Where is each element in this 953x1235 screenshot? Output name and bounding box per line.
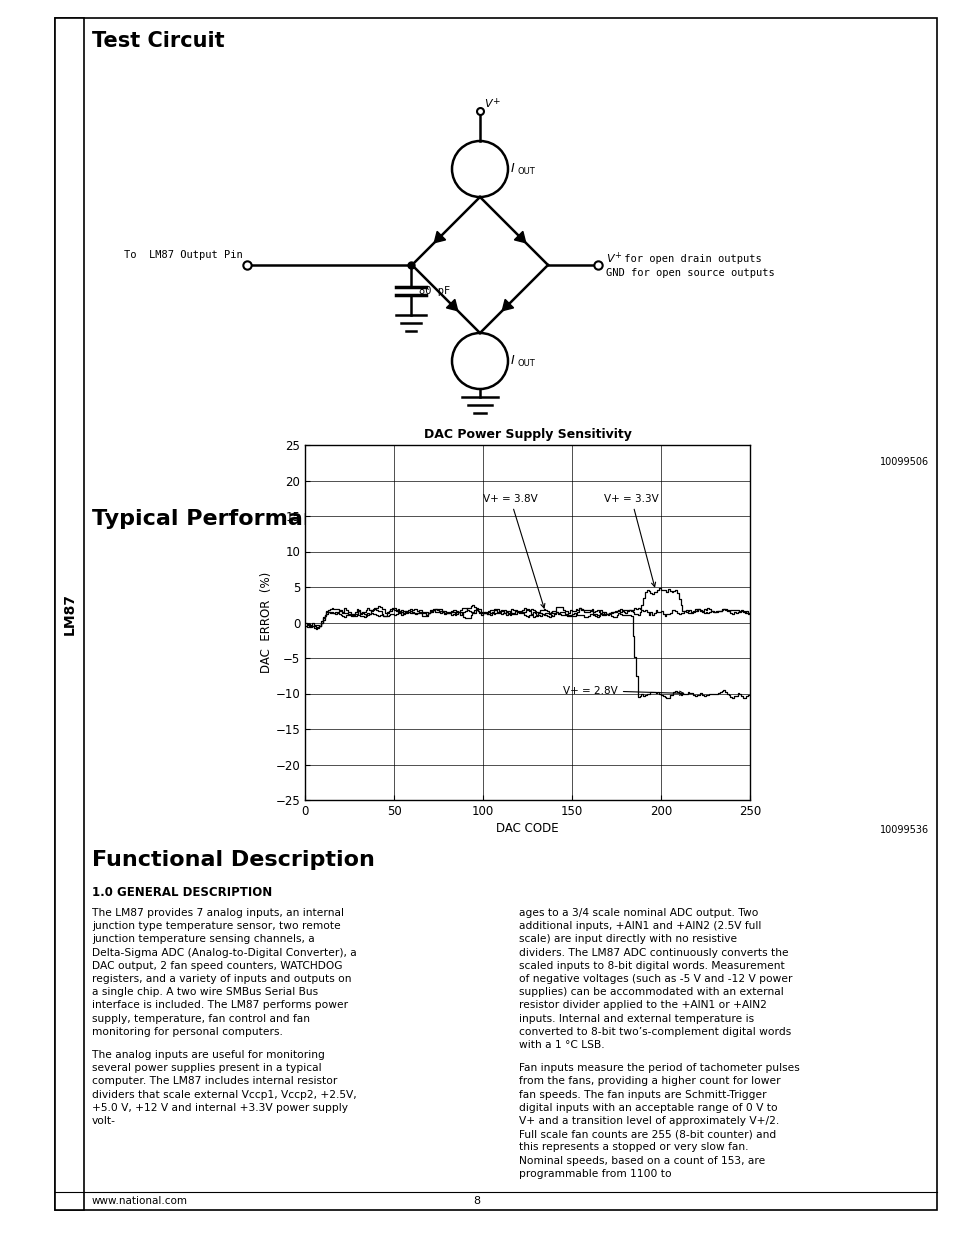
Text: Test Circuit: Test Circuit — [91, 31, 224, 51]
Text: V+ = 3.8V: V+ = 3.8V — [482, 494, 544, 608]
Text: OUT: OUT — [517, 168, 536, 177]
Polygon shape — [502, 299, 513, 311]
Text: digital inputs with an acceptable range of 0 V to: digital inputs with an acceptable range … — [519, 1103, 778, 1113]
Text: Typical Performance Characteristics: Typical Performance Characteristics — [91, 509, 543, 529]
Text: +: + — [492, 98, 499, 106]
Text: Full scale fan counts are 255 (8-bit counter) and: Full scale fan counts are 255 (8-bit cou… — [519, 1129, 776, 1139]
Text: 10099506: 10099506 — [879, 457, 928, 467]
Text: supply, temperature, fan control and fan: supply, temperature, fan control and fan — [91, 1014, 310, 1024]
Text: The LM87 provides 7 analog inputs, an internal: The LM87 provides 7 analog inputs, an in… — [91, 908, 344, 918]
Text: for open drain outputs: for open drain outputs — [618, 254, 760, 264]
Text: Nominal speeds, based on a count of 153, are: Nominal speeds, based on a count of 153,… — [519, 1156, 765, 1166]
Text: supplies) can be accommodated with an external: supplies) can be accommodated with an ex… — [519, 987, 783, 997]
Text: interface is included. The LM87 performs power: interface is included. The LM87 performs… — [91, 1000, 348, 1010]
Text: inputs. Internal and external temperature is: inputs. Internal and external temperatur… — [519, 1014, 754, 1024]
Text: V+ = 3.3V: V+ = 3.3V — [603, 494, 659, 587]
Bar — [55, 19, 84, 1210]
Text: Delta-Sigma ADC (Analog-to-Digital Converter), a: Delta-Sigma ADC (Analog-to-Digital Conve… — [91, 947, 356, 957]
Text: with a 1 °C LSB.: with a 1 °C LSB. — [519, 1040, 604, 1050]
Text: V: V — [605, 254, 613, 264]
Text: I: I — [511, 163, 515, 175]
Text: 8: 8 — [473, 1195, 480, 1207]
Text: fan speeds. The fan inputs are Schmitt-Trigger: fan speeds. The fan inputs are Schmitt-T… — [519, 1089, 766, 1099]
Text: DAC output, 2 fan speed counters, WATCHDOG: DAC output, 2 fan speed counters, WATCHD… — [91, 961, 342, 971]
Text: of negative voltages (such as -5 V and -12 V power: of negative voltages (such as -5 V and -… — [519, 974, 792, 984]
Text: junction temperature sensing channels, a: junction temperature sensing channels, a — [91, 935, 314, 945]
Text: programmable from 1100 to: programmable from 1100 to — [519, 1168, 672, 1178]
Text: www.national.com: www.national.com — [91, 1195, 188, 1207]
Text: V+ and a transition level of approximately V+/2.: V+ and a transition level of approximate… — [519, 1116, 779, 1126]
Text: FIGURE 3. Digital Output Load Test Circuitry: FIGURE 3. Digital Output Load Test Circu… — [355, 473, 664, 487]
Polygon shape — [514, 231, 525, 243]
Text: To  LM87 Output Pin: To LM87 Output Pin — [124, 249, 243, 261]
Text: GND for open source outputs: GND for open source outputs — [605, 268, 774, 278]
Text: computer. The LM87 includes internal resistor: computer. The LM87 includes internal res… — [91, 1077, 337, 1087]
Text: Functional Description: Functional Description — [91, 850, 375, 869]
Text: scaled inputs to 8-bit digital words. Measurement: scaled inputs to 8-bit digital words. Me… — [519, 961, 784, 971]
Text: a single chip. A two wire SMBus Serial Bus: a single chip. A two wire SMBus Serial B… — [91, 987, 317, 997]
X-axis label: DAC CODE: DAC CODE — [496, 823, 558, 835]
Text: I: I — [511, 354, 515, 368]
Y-axis label: DAC  ERROR  (%): DAC ERROR (%) — [259, 572, 273, 673]
Text: +5.0 V, +12 V and internal +3.3V power supply: +5.0 V, +12 V and internal +3.3V power s… — [91, 1103, 348, 1113]
Text: monitoring for personal computers.: monitoring for personal computers. — [91, 1026, 283, 1037]
Text: volt-: volt- — [91, 1116, 116, 1126]
Text: scale) are input directly with no resistive: scale) are input directly with no resist… — [519, 935, 737, 945]
Text: +: + — [614, 251, 620, 259]
Text: LM87: LM87 — [63, 593, 76, 635]
Text: junction type temperature sensor, two remote: junction type temperature sensor, two re… — [91, 921, 340, 931]
Text: 1.0 GENERAL DESCRIPTION: 1.0 GENERAL DESCRIPTION — [91, 885, 272, 899]
Text: V+ = 2.8V: V+ = 2.8V — [562, 685, 683, 695]
Polygon shape — [434, 231, 445, 243]
Text: several power supplies present in a typical: several power supplies present in a typi… — [91, 1063, 321, 1073]
Text: additional inputs, +AIN1 and +AIN2 (2.5V full: additional inputs, +AIN1 and +AIN2 (2.5V… — [519, 921, 761, 931]
Text: 80 pF: 80 pF — [418, 287, 450, 296]
Polygon shape — [446, 299, 457, 311]
Title: DAC Power Supply Sensitivity: DAC Power Supply Sensitivity — [423, 429, 631, 441]
Text: dividers. The LM87 ADC continuously converts the: dividers. The LM87 ADC continuously conv… — [519, 947, 788, 957]
Text: from the fans, providing a higher count for lower: from the fans, providing a higher count … — [519, 1077, 781, 1087]
Text: resistor divider applied to the +AIN1 or +AIN2: resistor divider applied to the +AIN1 or… — [519, 1000, 766, 1010]
Text: registers, and a variety of inputs and outputs on: registers, and a variety of inputs and o… — [91, 974, 351, 984]
Text: OUT: OUT — [517, 359, 536, 368]
Text: ages to a 3/4 scale nominal ADC output. Two: ages to a 3/4 scale nominal ADC output. … — [519, 908, 758, 918]
Text: 10099536: 10099536 — [879, 825, 928, 835]
Text: Fan inputs measure the period of tachometer pulses: Fan inputs measure the period of tachome… — [519, 1063, 800, 1073]
Text: this represents a stopped or very slow fan.: this represents a stopped or very slow f… — [519, 1142, 748, 1152]
Text: V: V — [483, 99, 491, 109]
Text: dividers that scale external Vccp1, Vccp2, +2.5V,: dividers that scale external Vccp1, Vccp… — [91, 1089, 356, 1099]
Text: The analog inputs are useful for monitoring: The analog inputs are useful for monitor… — [91, 1050, 325, 1060]
Text: converted to 8-bit two’s-complement digital words: converted to 8-bit two’s-complement digi… — [519, 1026, 791, 1037]
